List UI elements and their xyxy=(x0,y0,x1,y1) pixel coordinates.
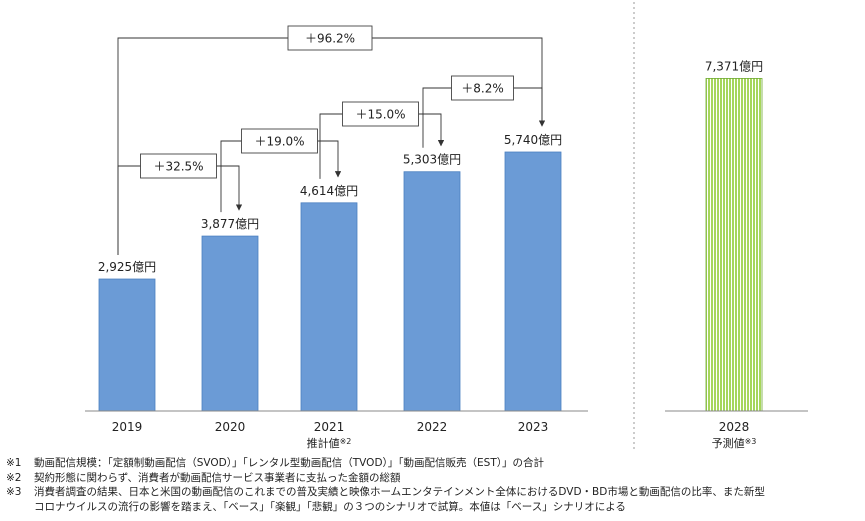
growth-connector-start xyxy=(117,37,288,256)
growth-annotation-2022-2023: ＋8.2% xyxy=(422,75,546,148)
growth-annotation-2021-2022: ＋15.0% xyxy=(319,101,445,179)
footnote-text: 契約形態に関わらず、消費者が動画配信サービス事業者に支払った金額の総額 xyxy=(34,471,401,484)
growth-connector-start xyxy=(220,140,242,213)
footnote-mark xyxy=(6,500,34,515)
x-tick-2021: 2021 xyxy=(314,420,345,434)
footnote-mark: ※2 xyxy=(6,471,22,484)
bar-2020 xyxy=(201,235,259,412)
chart: 2,925億円 3,877億円 4,614億円 5,303億円 5,740億円 7,371… xyxy=(85,2,808,452)
growth-connector-arrow xyxy=(418,113,445,147)
value-label-2023: 5,740億円 xyxy=(504,133,562,147)
growth-label-box xyxy=(241,128,318,154)
bar-2019 xyxy=(98,278,156,412)
growth-connector-arrow xyxy=(317,140,342,178)
growth-label: ＋8.2% xyxy=(461,82,504,96)
footnote-2: ※2 契約形態に関わらず、消費者が動画配信サービス事業者に支払った金額の総額 xyxy=(6,471,861,486)
growth-label: ＋32.5% xyxy=(153,160,203,174)
bar-2023 xyxy=(504,151,562,412)
growth-connector-arrow xyxy=(513,87,546,127)
growth-label: ＋96.2% xyxy=(305,32,355,46)
growth-annotation-2020-2021: ＋19.0% xyxy=(220,128,342,213)
growth-label-box xyxy=(287,25,373,51)
growth-label: ＋15.0% xyxy=(355,108,405,122)
growth-annotation-2019-2023: ＋96.2% xyxy=(117,25,546,256)
group-label-estimated: 推計値※2 xyxy=(307,436,352,450)
footnote-3: ※3 消費者調査の結果、日本と米国の動画配信のこれまでの普及実績と映像ホームエン… xyxy=(6,485,861,500)
group-label-forecast: 予測値※3 xyxy=(712,436,757,450)
value-labels-layer: 2,925億円 3,877億円 4,614億円 5,303億円 5,740億円 7,371… xyxy=(98,59,763,274)
x-tick-2020: 2020 xyxy=(215,420,246,434)
value-label-2019: 2,925億円 xyxy=(98,260,156,274)
bar-2022 xyxy=(403,171,461,412)
footnote-text: 消費者調査の結果、日本と米国の動画配信のこれまでの普及実績と映像ホームエンタテイ… xyxy=(34,486,765,498)
x-tick-2022: 2022 xyxy=(417,420,448,434)
growth-label: ＋19.0% xyxy=(254,135,304,149)
growth-connector-start xyxy=(319,113,343,179)
footnotes: ※1 動画配信規模：「定額制動画配信（SVOD）」「レンタル型動画配信（TVOD… xyxy=(6,456,861,514)
growth-connector-start xyxy=(117,165,141,256)
growth-connector-arrow xyxy=(372,37,546,127)
footnote-3-continued: コロナウイルスの流行の影響を踏まえ、「ベース」「楽観」「悲観」の３つのシナリオで… xyxy=(6,500,861,515)
value-label-2020: 3,877億円 xyxy=(201,217,259,231)
growth-annotation-2019-2020: ＋32.5% xyxy=(117,153,243,256)
value-label-2021: 4,614億円 xyxy=(300,184,358,198)
bar-2021 xyxy=(300,202,358,412)
x-axis-layer: 2019 2020 2021 2022 2023 2028 推計値※2 予測値※3 xyxy=(85,2,808,452)
growth-label-box xyxy=(451,75,514,101)
value-label-2028: 7,371億円 xyxy=(705,59,763,73)
footnote-text: コロナウイルスの流行の影響を踏まえ、「ベース」「楽観」「悲観」の３つのシナリオで… xyxy=(34,500,626,513)
footnote-1: ※1 動画配信規模：「定額制動画配信（SVOD）」「レンタル型動画配信（TVOD… xyxy=(6,456,861,471)
footnote-mark: ※1 xyxy=(6,457,22,469)
bars-layer xyxy=(98,78,763,412)
footnote-text: 動画配信規模：「定額制動画配信（SVOD）」「レンタル型動画配信（TVOD）」「… xyxy=(34,457,544,469)
growth-label-box xyxy=(342,101,419,127)
footnote-mark: ※3 xyxy=(6,486,22,498)
growth-label-box xyxy=(140,153,217,179)
x-tick-2028: 2028 xyxy=(719,420,750,434)
growth-connector-start xyxy=(422,87,452,148)
bar-2028 xyxy=(705,78,763,412)
growth-connector-arrow xyxy=(216,165,243,211)
growth-annotations-layer: ＋32.5% ＋19.0% ＋15.0% ＋8.2% ＋96.2% xyxy=(117,25,546,256)
x-tick-2023: 2023 xyxy=(518,420,549,434)
x-tick-2019: 2019 xyxy=(112,420,143,434)
value-label-2022: 5,303億円 xyxy=(403,153,461,167)
